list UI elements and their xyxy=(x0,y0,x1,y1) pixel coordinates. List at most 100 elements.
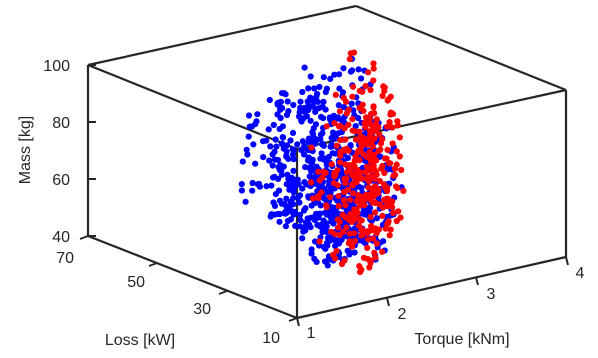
scatter-point xyxy=(337,137,344,144)
scatter-point xyxy=(371,151,378,159)
scatter-point xyxy=(322,89,329,96)
scatter-point xyxy=(256,183,263,190)
scatter-point xyxy=(336,108,343,115)
scatter-point xyxy=(367,213,374,221)
x-tick-mark xyxy=(565,256,569,266)
scatter-point xyxy=(367,86,374,94)
scatter-point xyxy=(342,180,349,187)
scatter-point xyxy=(285,155,292,162)
scatter-point xyxy=(266,96,273,104)
scatter-point xyxy=(288,174,295,181)
scatter-point xyxy=(353,136,360,143)
scatter-point xyxy=(295,181,302,188)
y-tick-labels: 70 50 30 10 xyxy=(56,250,280,347)
scatter-point xyxy=(267,213,274,220)
scatter-point xyxy=(331,71,338,78)
scatter-point xyxy=(298,118,305,125)
scatter-point xyxy=(316,210,324,217)
scatter-point xyxy=(359,101,366,108)
scatter-point xyxy=(314,222,321,229)
scatter-point xyxy=(386,119,393,126)
scatter-point xyxy=(342,161,349,168)
scatter-point xyxy=(286,184,293,191)
scatter-point xyxy=(355,222,362,229)
scatter-point xyxy=(244,151,251,158)
scatter-point xyxy=(392,183,400,190)
scatter-point xyxy=(351,206,358,213)
scatter-point xyxy=(254,111,261,118)
scatter-point xyxy=(343,224,350,231)
scatter-point xyxy=(346,249,353,256)
scatter-point xyxy=(291,184,298,191)
scatter-point xyxy=(358,232,365,239)
scatter-point xyxy=(271,148,278,155)
scatter-point xyxy=(361,202,368,209)
scatter-point xyxy=(387,226,394,233)
z-axis-ticks xyxy=(88,64,96,237)
scatter-point xyxy=(287,216,294,223)
scatter-point xyxy=(312,121,320,128)
scatter-point xyxy=(333,247,340,255)
scatter-point xyxy=(398,166,405,174)
x-tick-mark xyxy=(296,317,300,327)
y-axis-ticks xyxy=(79,235,298,322)
scatter-point xyxy=(245,112,253,119)
scatter-point xyxy=(367,191,375,198)
x-tick-label: 4 xyxy=(576,265,585,282)
scatter-point xyxy=(327,189,334,196)
scatter-point xyxy=(343,175,350,182)
scatter-point xyxy=(311,255,318,262)
scatter-point xyxy=(380,181,388,188)
scatter-point xyxy=(372,254,379,261)
scatter-point xyxy=(349,239,357,246)
scatter-point xyxy=(327,194,334,201)
scatter-point xyxy=(351,230,358,237)
scatter-point xyxy=(308,246,315,253)
scatter-point xyxy=(320,142,327,149)
scatter-point xyxy=(348,164,355,171)
scatter-point xyxy=(285,108,292,115)
scatter-point xyxy=(296,199,303,206)
box-edge-top-front-left xyxy=(87,63,298,151)
x-tick-mark xyxy=(386,297,390,307)
torque-axis-line xyxy=(296,255,567,320)
scatter-point xyxy=(358,175,365,182)
scatter-point xyxy=(307,164,314,171)
scatter-point xyxy=(377,140,385,147)
scatter-point xyxy=(362,83,369,90)
scatter-point xyxy=(284,171,291,178)
scatter-point xyxy=(350,83,357,90)
scatter-point xyxy=(389,124,396,131)
x-tick-labels: 1 2 3 4 xyxy=(307,265,585,342)
scatter-point xyxy=(282,223,289,230)
scatter-point xyxy=(284,98,291,105)
y-tick-mark xyxy=(218,290,228,295)
scatter-point xyxy=(321,195,328,202)
scatter-point xyxy=(274,156,282,164)
scatter-point xyxy=(365,69,372,76)
scatter-point xyxy=(364,141,371,148)
scatter-point xyxy=(381,169,388,177)
scatter-point xyxy=(238,181,245,188)
scatter-point xyxy=(379,248,386,255)
y-tick-label: 30 xyxy=(193,301,211,318)
scatter-point xyxy=(284,142,291,149)
scatter-point xyxy=(326,179,333,186)
scatter-point xyxy=(317,113,325,120)
scatter-point xyxy=(267,143,274,150)
scatter-point xyxy=(274,111,281,118)
scatter-point xyxy=(356,263,363,270)
scatter-point xyxy=(346,56,353,63)
scatter-point xyxy=(327,75,334,82)
z-tick-labels: 40 60 80 100 xyxy=(43,58,70,246)
loss-axis-line xyxy=(87,234,298,320)
scatter-point xyxy=(249,187,256,194)
scatter-point xyxy=(299,185,306,192)
scatter-point xyxy=(299,235,306,242)
scatter-point xyxy=(308,144,315,151)
scatter-point xyxy=(366,204,374,212)
scatter-point xyxy=(333,142,340,149)
scatter-point xyxy=(373,157,380,164)
scatter-point xyxy=(364,228,371,235)
